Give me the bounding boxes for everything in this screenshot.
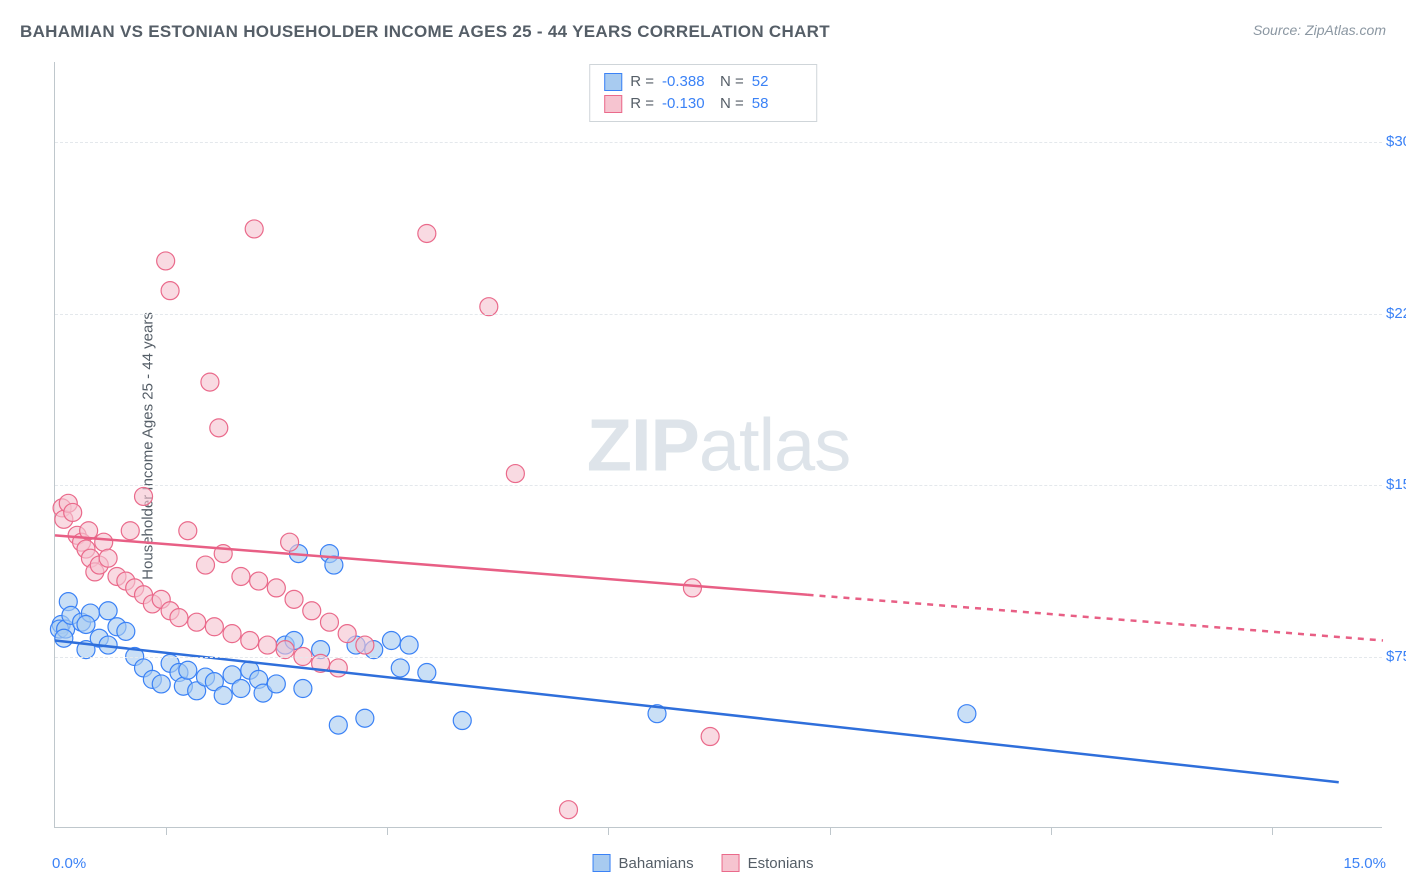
- data-point: [559, 801, 577, 819]
- plot-svg: [55, 62, 1382, 827]
- x-tick: [1051, 827, 1052, 835]
- x-tick-min: 0.0%: [52, 855, 86, 872]
- gridline: [55, 485, 1382, 486]
- data-point: [418, 224, 436, 242]
- swatch-blue-icon: [604, 73, 622, 91]
- data-point: [281, 533, 299, 551]
- legend-item-estonians: Estonians: [722, 854, 814, 872]
- swatch-blue-icon: [593, 854, 611, 872]
- x-tick: [830, 827, 831, 835]
- n-label: N =: [720, 71, 744, 93]
- data-point: [267, 579, 285, 597]
- data-point: [232, 680, 250, 698]
- data-point: [418, 664, 436, 682]
- trend-line: [55, 641, 1339, 783]
- data-point: [356, 709, 374, 727]
- n-label: N =: [720, 93, 744, 115]
- r-value-bahamians: -0.388: [662, 71, 712, 93]
- data-point: [250, 572, 268, 590]
- stats-box: R = -0.388 N = 52 R = -0.130 N = 58: [589, 64, 817, 122]
- data-point: [329, 716, 347, 734]
- x-tick: [166, 827, 167, 835]
- data-point: [294, 680, 312, 698]
- legend-item-bahamians: Bahamians: [593, 854, 694, 872]
- data-point: [232, 567, 250, 585]
- trend-line: [55, 535, 808, 594]
- data-point: [214, 686, 232, 704]
- chart-container: BAHAMIAN VS ESTONIAN HOUSEHOLDER INCOME …: [0, 0, 1406, 892]
- gridline: [55, 314, 1382, 315]
- data-point: [64, 503, 82, 521]
- data-point: [210, 419, 228, 437]
- data-point: [683, 579, 701, 597]
- data-point: [179, 661, 197, 679]
- data-point: [267, 675, 285, 693]
- legend-label-estonians: Estonians: [748, 855, 814, 872]
- y-tick-label: $75,000: [1386, 648, 1406, 665]
- swatch-pink-icon: [604, 95, 622, 113]
- n-value-estonians: 58: [752, 93, 802, 115]
- data-point: [161, 282, 179, 300]
- data-point: [95, 533, 113, 551]
- data-point: [303, 602, 321, 620]
- stats-row-estonians: R = -0.130 N = 58: [604, 93, 802, 115]
- data-point: [338, 625, 356, 643]
- data-point: [382, 632, 400, 650]
- data-point: [329, 659, 347, 677]
- stats-row-bahamians: R = -0.388 N = 52: [604, 71, 802, 93]
- data-point: [201, 373, 219, 391]
- plot-area: ZIPatlas $75,000$150,000$225,000$300,000: [54, 62, 1382, 828]
- data-point: [258, 636, 276, 654]
- chart-title: BAHAMIAN VS ESTONIAN HOUSEHOLDER INCOME …: [20, 22, 830, 42]
- data-point: [958, 705, 976, 723]
- x-tick: [387, 827, 388, 835]
- r-value-estonians: -0.130: [662, 93, 712, 115]
- data-point: [157, 252, 175, 270]
- data-point: [245, 220, 263, 238]
- data-point: [400, 636, 418, 654]
- data-point: [77, 615, 95, 633]
- data-point: [152, 675, 170, 693]
- data-point: [121, 522, 139, 540]
- data-point: [506, 465, 524, 483]
- data-point: [55, 629, 73, 647]
- r-label: R =: [630, 93, 654, 115]
- legend: Bahamians Estonians: [593, 854, 814, 872]
- r-label: R =: [630, 71, 654, 93]
- data-point: [135, 487, 153, 505]
- data-point: [320, 613, 338, 631]
- data-point: [453, 712, 471, 730]
- x-tick: [1272, 827, 1273, 835]
- data-point: [241, 632, 259, 650]
- data-point: [205, 618, 223, 636]
- data-point: [223, 625, 241, 643]
- source-attribution: Source: ZipAtlas.com: [1253, 22, 1386, 38]
- x-tick: [608, 827, 609, 835]
- swatch-pink-icon: [722, 854, 740, 872]
- y-tick-label: $300,000: [1386, 133, 1406, 150]
- data-point: [99, 602, 117, 620]
- data-point: [117, 622, 135, 640]
- gridline: [55, 142, 1382, 143]
- data-point: [188, 613, 206, 631]
- gridline: [55, 657, 1382, 658]
- data-point: [99, 549, 117, 567]
- y-tick-label: $225,000: [1386, 305, 1406, 322]
- n-value-bahamians: 52: [752, 71, 802, 93]
- data-point: [285, 590, 303, 608]
- data-point: [701, 728, 719, 746]
- data-point: [356, 636, 374, 654]
- data-point: [179, 522, 197, 540]
- legend-label-bahamians: Bahamians: [619, 855, 694, 872]
- data-point: [197, 556, 215, 574]
- data-point: [170, 609, 188, 627]
- y-tick-label: $150,000: [1386, 476, 1406, 493]
- data-point: [391, 659, 409, 677]
- trend-line: [808, 595, 1383, 641]
- x-tick-max: 15.0%: [1343, 855, 1386, 872]
